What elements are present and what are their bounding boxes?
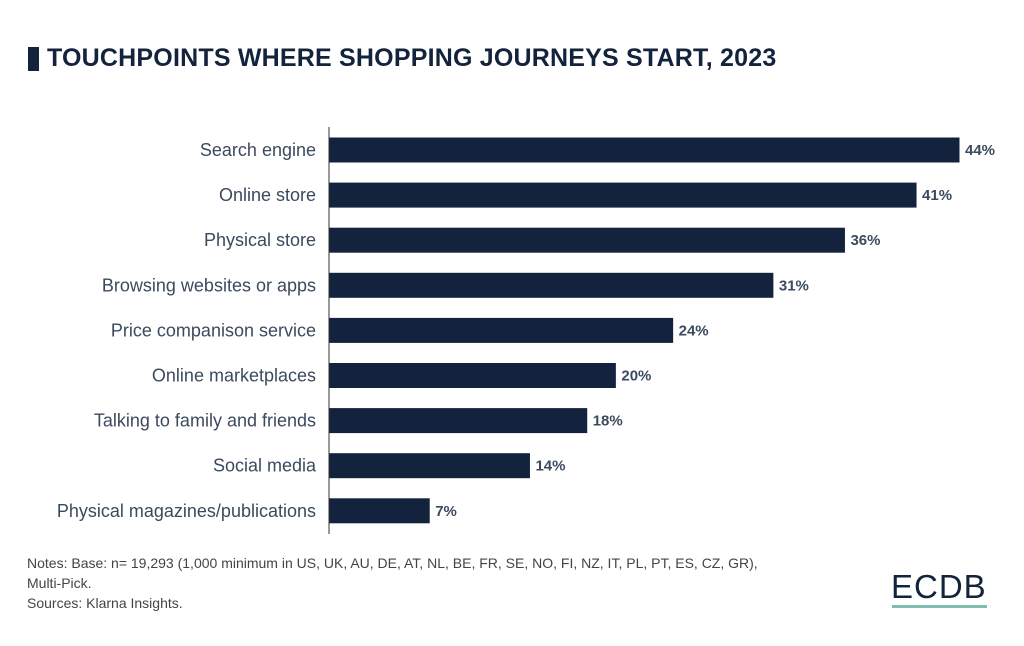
category-label: Online marketplaces xyxy=(152,366,316,386)
category-label: Online store xyxy=(219,185,316,205)
value-label: 41% xyxy=(922,187,952,204)
bar xyxy=(329,227,845,253)
bar xyxy=(329,408,588,434)
value-label: 14% xyxy=(535,458,565,475)
category-label: Talking to family and friends xyxy=(94,411,316,431)
category-label: Search engine xyxy=(200,140,316,160)
category-label: Browsing websites or apps xyxy=(102,275,316,295)
category-label: Social media xyxy=(213,456,317,476)
bar xyxy=(329,317,674,343)
category-label: Physical store xyxy=(204,230,316,250)
notes: Notes: Base: n= 19,293 (1,000 minimum in… xyxy=(27,553,758,613)
value-label: 31% xyxy=(779,277,809,294)
logo-underline xyxy=(892,605,987,608)
value-label: 24% xyxy=(679,322,709,339)
bar xyxy=(329,453,530,479)
value-label: 36% xyxy=(850,232,880,249)
value-label: 44% xyxy=(965,142,995,159)
sources-line: Sources: Klarna Insights. xyxy=(27,595,183,611)
bar xyxy=(329,272,774,298)
category-label: Price companison service xyxy=(111,320,316,340)
chart-title-text: TOUCHPOINTS WHERE SHOPPING JOURNEYS STAR… xyxy=(47,44,777,72)
title-marker xyxy=(28,46,39,71)
bar xyxy=(329,363,616,388)
value-label: 18% xyxy=(593,413,623,430)
chart-title: TOUCHPOINTS WHERE SHOPPING JOURNEYS STAR… xyxy=(28,44,776,73)
notes-line: Multi-Pick. xyxy=(27,575,92,591)
bar xyxy=(329,182,917,208)
bar xyxy=(329,498,430,524)
ecdb-logo: ECDB xyxy=(891,568,987,605)
value-label: 7% xyxy=(435,503,457,520)
category-label: Physical magazines/publications xyxy=(57,501,316,521)
value-label: 20% xyxy=(621,368,651,385)
bar xyxy=(329,137,960,163)
notes-line: Notes: Base: n= 19,293 (1,000 minimum in… xyxy=(27,555,758,571)
